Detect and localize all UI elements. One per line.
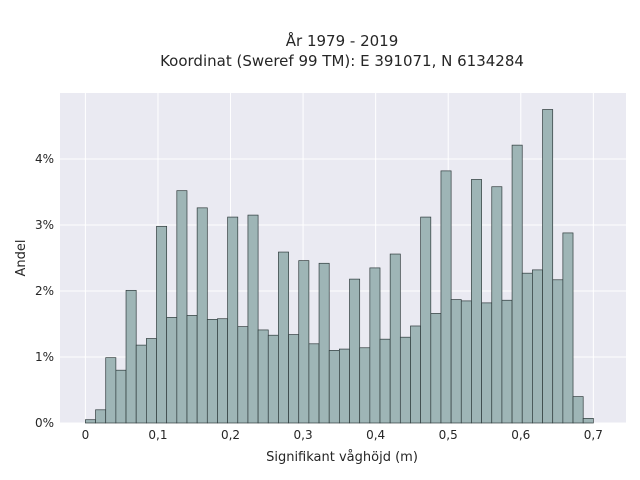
histogram-bar — [146, 338, 157, 424]
histogram-bar — [95, 409, 107, 424]
histogram-bar — [521, 272, 533, 424]
y-tick-label: 1% — [35, 350, 54, 364]
histogram-bar — [582, 418, 594, 424]
histogram-bar — [115, 369, 127, 424]
histogram-bar — [430, 313, 442, 424]
x-tick-label: 0,6 — [511, 428, 530, 442]
histogram-bar — [135, 344, 147, 424]
bars — [85, 109, 594, 424]
histogram-bar — [176, 190, 188, 424]
chart-title-line-2: Koordinat (Sweref 99 TM): E 391071, N 61… — [160, 52, 524, 70]
histogram-bar — [481, 302, 493, 424]
histogram-bar — [85, 419, 96, 424]
y-tick-label: 0% — [35, 416, 54, 430]
histogram-bar — [308, 343, 320, 424]
y-axis-label: Andel — [14, 240, 29, 277]
histogram-bar — [328, 350, 340, 424]
histogram-bar — [206, 319, 218, 424]
x-tick-label: 0,5 — [439, 428, 458, 442]
histogram-bar — [369, 267, 381, 424]
histogram-bar — [460, 300, 472, 424]
histogram-bar — [267, 334, 279, 424]
y-tick-label: 4% — [35, 152, 54, 166]
histogram-bar — [532, 269, 543, 424]
histogram-bar — [247, 214, 259, 424]
histogram-bar — [278, 251, 289, 424]
histogram-bar — [359, 347, 371, 424]
x-tick-label: 0,1 — [148, 428, 167, 442]
histogram-bar — [450, 299, 462, 424]
x-tick-label: 0,2 — [221, 428, 240, 442]
chart-title-line-1: År 1979 - 2019 — [286, 31, 399, 50]
histogram-bar — [491, 186, 503, 424]
x-tick-labels: 0 0,1 0,2 0,3 0,4 0,5 0,6 0,7 — [82, 428, 603, 442]
histogram-bar — [542, 109, 554, 424]
y-tick-labels: 0% 1% 2% 3% 4% — [35, 152, 54, 430]
histogram-bar — [186, 315, 198, 424]
x-tick-label: 0,4 — [366, 428, 385, 442]
histogram-bar — [166, 317, 178, 424]
histogram-bar — [420, 216, 432, 424]
x-tick-label: 0,7 — [584, 428, 603, 442]
histogram-bar — [257, 329, 269, 424]
histogram-bar — [440, 170, 452, 424]
histogram-bar — [288, 334, 300, 424]
y-tick-label: 2% — [35, 284, 54, 298]
histogram-bar — [318, 262, 330, 424]
histogram-bar — [471, 179, 482, 424]
histogram-bar — [511, 144, 523, 424]
histogram-bar — [501, 299, 513, 424]
x-tick-label: 0,3 — [294, 428, 313, 442]
histogram-bar — [339, 348, 350, 424]
histogram-bar — [410, 325, 421, 424]
histogram-bar — [379, 338, 391, 424]
y-tick-label: 3% — [35, 218, 54, 232]
histogram-bar — [227, 216, 239, 424]
histogram-bar — [298, 260, 310, 424]
histogram-bar — [552, 279, 564, 424]
histogram-bar — [217, 318, 228, 424]
x-axis-label: Signifikant våghöjd (m) — [266, 450, 418, 465]
histogram-bar — [572, 396, 584, 424]
histogram-bar — [156, 225, 168, 424]
histogram-bar — [196, 207, 208, 424]
histogram-bar — [105, 357, 117, 424]
histogram-bar — [349, 278, 361, 424]
histogram-bar — [389, 253, 401, 424]
histogram-bar — [562, 232, 574, 424]
histogram-bar — [399, 336, 411, 424]
histogram-bar — [237, 326, 249, 424]
x-tick-label: 0 — [82, 428, 90, 442]
histogram-bar — [125, 289, 137, 424]
